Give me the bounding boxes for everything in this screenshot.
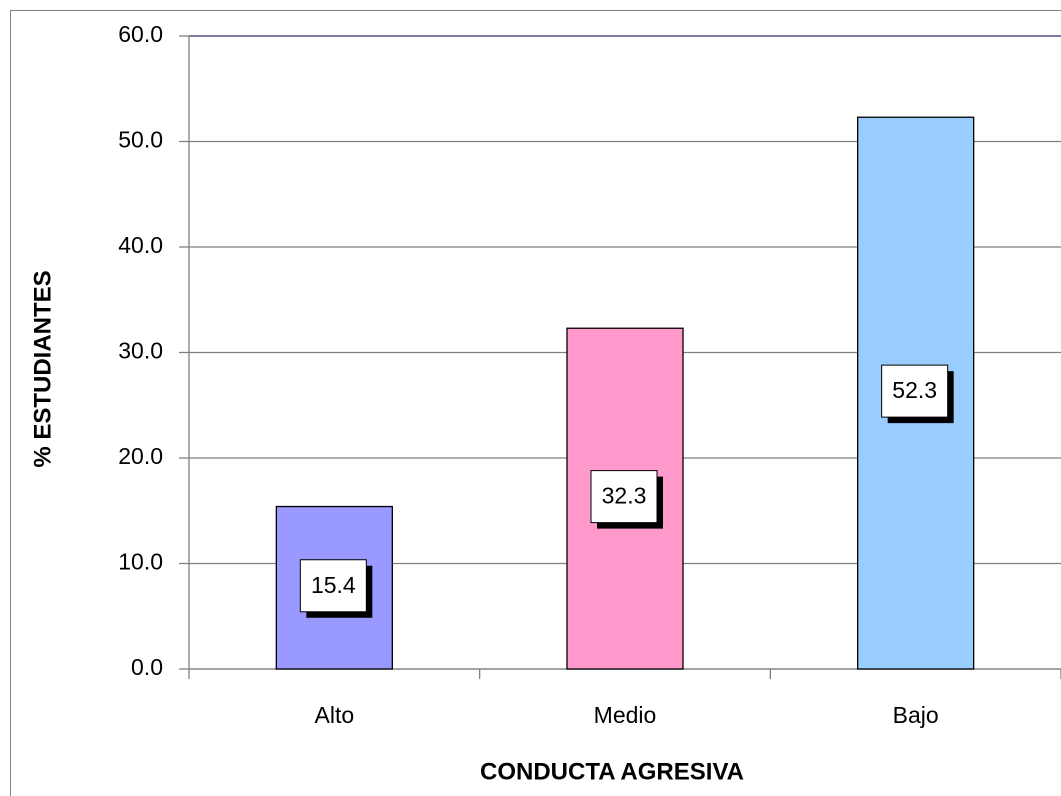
y-axis-title: % ESTUDIANTES (29, 270, 56, 467)
y-tick-label: 60.0 (118, 21, 163, 47)
data-label-box (299, 559, 367, 613)
data-label-box (881, 364, 949, 418)
y-tick-label: 10.0 (118, 549, 163, 575)
y-tick-label: 40.0 (118, 232, 163, 258)
x-tick-label: Bajo (893, 702, 939, 728)
y-tick-label: 0.0 (131, 654, 163, 680)
data-label-box (590, 470, 658, 524)
x-axis-title: CONDUCTA AGRESIVA (480, 758, 744, 785)
x-tick-label: Alto (315, 702, 355, 728)
data-label: 52.3 (892, 377, 937, 403)
data-label: 15.4 (311, 572, 356, 598)
y-tick-label: 30.0 (118, 338, 163, 364)
y-tick-label: 20.0 (118, 443, 163, 469)
x-tick-label: Medio (594, 702, 657, 728)
data-label: 32.3 (602, 483, 647, 509)
y-tick-label: 50.0 (118, 127, 163, 153)
